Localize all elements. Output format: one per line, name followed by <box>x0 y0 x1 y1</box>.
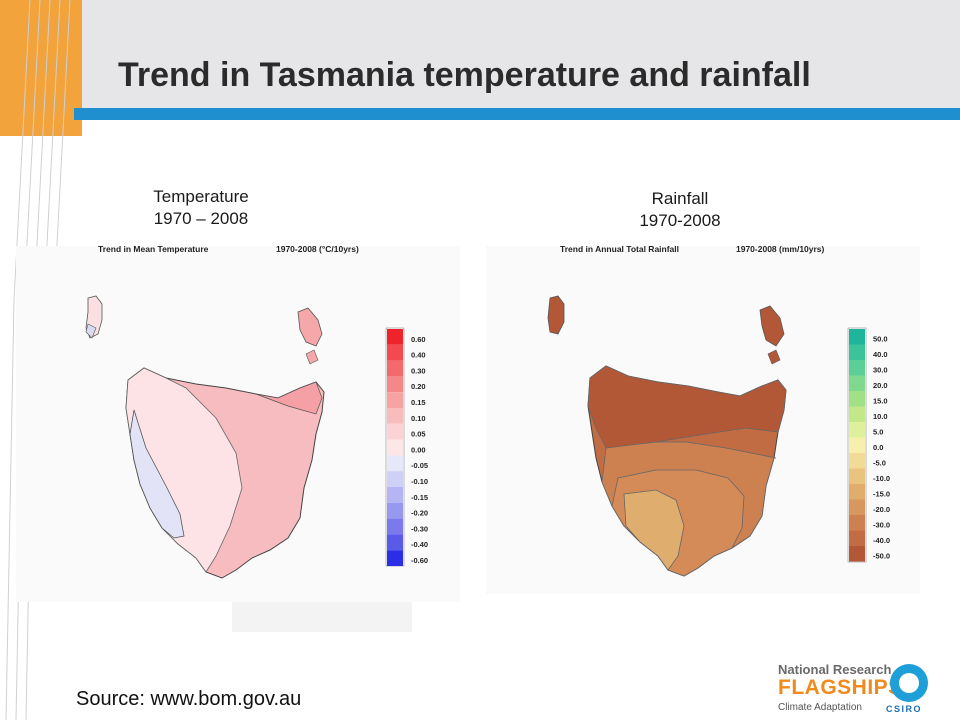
temperature-map: Trend in Mean Temperature 1970-2008 (°C/… <box>16 244 460 632</box>
logo-line3: Climate Adaptation <box>778 702 862 713</box>
rainfall-legend-swatch <box>849 422 865 438</box>
temperature-legend-swatch <box>387 550 403 566</box>
rainfall-legend-swatch <box>849 360 865 376</box>
temperature-legend-label: 0.20 <box>411 382 426 391</box>
rainfall-legend-label: -10.0 <box>873 474 890 483</box>
rainfall-legend-swatch <box>849 546 865 562</box>
rainfall-legend-label: -30.0 <box>873 521 890 530</box>
temperature-legend-swatch <box>387 502 403 519</box>
temperature-caption-line2: 1970 – 2008 <box>153 209 249 228</box>
rainfall-legend-label: -5.0 <box>873 459 886 468</box>
temperature-legend-swatch <box>387 518 403 535</box>
temperature-legend-label: -0.05 <box>411 461 428 470</box>
header-band <box>0 0 960 108</box>
rainfall-map-period: 1970-2008 (mm/10yrs) <box>736 244 825 254</box>
temperature-map-panel: Trend in Mean Temperature 1970-2008 (°C/… <box>16 238 460 632</box>
rainfall-legend-label: -40.0 <box>873 536 890 545</box>
temperature-legend-label: -0.15 <box>411 493 428 502</box>
temperature-map-title: Trend in Mean Temperature <box>98 244 209 254</box>
csiro-mark-icon <box>890 664 928 702</box>
rainfall-legend-label: 40.0 <box>873 350 888 359</box>
logo-line2: FLAGSHIPS <box>778 676 903 699</box>
rainfall-legend-label: -15.0 <box>873 490 890 499</box>
rainfall-legend-label: -20.0 <box>873 505 890 514</box>
rainfall-legend-label: 30.0 <box>873 366 888 375</box>
rainfall-legend-swatch <box>849 453 865 469</box>
rainfall-legend-label: 0.0 <box>873 443 883 452</box>
header-blue-rule <box>74 108 960 120</box>
rainfall-legend-swatch <box>849 406 865 422</box>
rainfall-legend-swatch <box>849 375 865 391</box>
rainfall-legend-swatch <box>849 344 865 360</box>
source-text: Source: www.bom.gov.au <box>76 688 302 710</box>
rainfall-legend-swatch <box>849 530 865 546</box>
temperature-legend-swatch <box>387 344 403 361</box>
rainfall-caption-line1: Rainfall <box>651 189 709 208</box>
csiro-flagships-logo: National Research FLAGSHIPS Climate Adap… <box>774 662 944 718</box>
temperature-legend-label: -0.20 <box>411 509 428 518</box>
temperature-legend-label: -0.60 <box>411 556 428 565</box>
logo-line1: National Research <box>778 662 892 677</box>
rainfall-legend-swatch <box>849 468 865 484</box>
logo-mark-text: CSIRO <box>886 704 923 714</box>
temperature-legend-label: -0.30 <box>411 524 428 533</box>
temperature-caption-line1: Temperature <box>153 187 249 206</box>
temperature-legend-label: 0.15 <box>411 398 426 407</box>
temperature-legend-label: 0.10 <box>411 414 426 423</box>
temperature-legend-label: -0.40 <box>411 540 428 549</box>
rainfall-map: Trend in Annual Total Rainfall 1970-2008… <box>486 244 920 594</box>
temperature-legend-swatch <box>387 408 403 424</box>
temperature-legend-label: 0.00 <box>411 445 426 454</box>
temperature-legend-label: 0.05 <box>411 430 426 439</box>
temperature-caption: Temperature 1970 – 2008 <box>126 186 276 230</box>
temperature-legend-swatch <box>387 471 403 487</box>
rainfall-legend-swatch <box>849 329 865 345</box>
temperature-legend-label: -0.10 <box>411 477 428 486</box>
rainfall-legend-label: 20.0 <box>873 381 888 390</box>
rainfall-legend-swatch <box>849 437 865 453</box>
temperature-legend-swatch <box>387 360 403 377</box>
rainfall-map-panel: Trend in Annual Total Rainfall 1970-2008… <box>486 238 920 598</box>
temperature-legend-swatch <box>387 329 403 345</box>
temperature-legend-swatch <box>387 534 403 551</box>
rainfall-legend-label: 5.0 <box>873 428 883 437</box>
rainfall-legend-swatch <box>849 515 865 531</box>
temperature-legend-label: 0.30 <box>411 366 426 375</box>
rainfall-map-title: Trend in Annual Total Rainfall <box>560 244 679 254</box>
rainfall-caption: Rainfall 1970-2008 <box>610 188 750 232</box>
temperature-legend-swatch <box>387 487 403 503</box>
rainfall-legend-swatch <box>849 484 865 500</box>
temperature-legend: 0.60 0.40 0.30 0.20 0.15 0.10 0.05 0.00 -0.05 -0.… <box>387 329 428 566</box>
temperature-legend-swatch <box>387 376 403 393</box>
rainfall-legend-label: 10.0 <box>873 412 888 421</box>
temperature-legend-swatch <box>387 439 403 456</box>
temperature-legend-swatch <box>387 392 403 408</box>
rainfall-legend-label: 15.0 <box>873 397 888 406</box>
temperature-legend-label: 0.40 <box>411 351 426 360</box>
rainfall-caption-line2: 1970-2008 <box>639 211 721 230</box>
temperature-map-period: 1970-2008 (°C/10yrs) <box>276 244 359 254</box>
temperature-legend-swatch <box>387 423 403 440</box>
temperature-legend-label: 0.60 <box>411 335 426 344</box>
temperature-legend-swatch <box>387 455 403 472</box>
rainfall-legend-swatch <box>849 499 865 515</box>
rainfall-legend-label: -50.0 <box>873 552 890 561</box>
rainfall-legend-label: 50.0 <box>873 335 888 344</box>
rainfall-legend: 50.0 40.0 30.0 20.0 15.0 10.0 5.0 0.0 -5.0 -10.0 -… <box>849 329 890 562</box>
slide-title: Trend in Tasmania temperature and rainfa… <box>118 56 811 94</box>
rainfall-legend-swatch <box>849 391 865 407</box>
